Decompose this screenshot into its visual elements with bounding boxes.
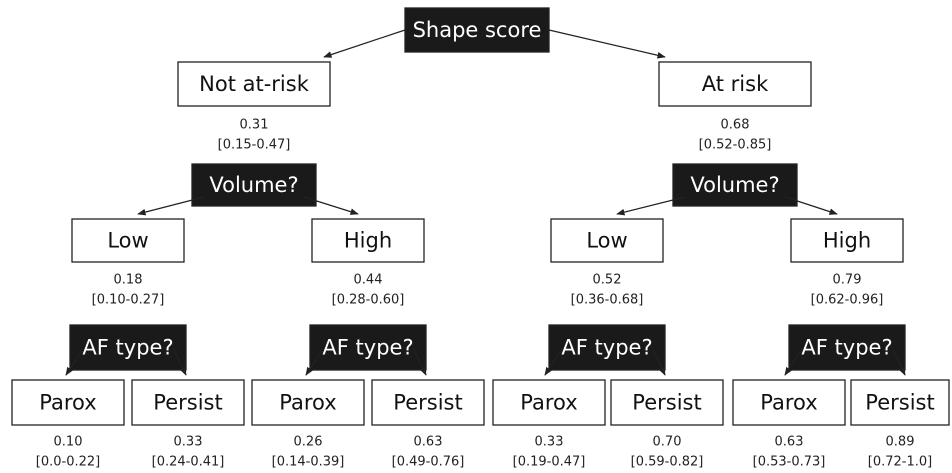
interval: [0.62-0.96] [811,293,884,308]
estimate: 0.26 [294,435,323,450]
branch-node-label: At risk [702,72,769,96]
leaf-node [371,379,485,426]
interval: [0.28-0.60] [332,293,405,308]
group-node [550,218,664,263]
branch-node [177,61,331,107]
leaf-node [732,379,846,426]
leaf-node [850,379,950,426]
interval: [0.19-0.47] [513,455,586,470]
interval: [0.15-0.47] [218,138,291,153]
estimate: 0.79 [833,273,862,288]
arrow [137,196,205,216]
leaf-node-label: Parox [760,391,817,415]
group-node-label: High [344,229,392,253]
leaf-node-label: Persist [153,391,222,415]
leaf-node-label: Persist [632,391,701,415]
split-node [548,324,666,371]
arrow [652,349,666,376]
arrow [303,196,359,215]
leaf-node [492,379,606,426]
estimate: 0.70 [653,435,682,450]
leaf-node [11,379,125,426]
estimate: 0.63 [775,435,804,450]
estimate: 0.68 [721,118,750,133]
interval: [0.53-0.73] [753,455,826,470]
interval: [0.14-0.39] [272,455,345,470]
split-node-label: AF type? [561,336,652,360]
estimate: 0.31 [240,118,269,133]
arrow [544,349,562,376]
arrow [784,196,838,215]
interval: [0.59-0.82] [631,455,704,470]
group-node-label: Low [586,229,627,253]
leaf-node-label: Persist [865,391,934,415]
leaf-node-label: Parox [520,391,577,415]
arrow [548,29,666,59]
arrow [323,29,406,58]
arrow [305,349,323,376]
estimate: 0.44 [354,273,383,288]
arrow [413,349,427,376]
split-node-label: AF type? [82,336,173,360]
arrow [616,196,686,216]
interval: [0.24-0.41] [152,455,225,470]
leaf-node-label: Parox [39,391,96,415]
interval: [0.10-0.27] [92,293,165,308]
root-node [404,7,550,53]
arrow [65,349,83,376]
split-node [309,324,427,371]
split-node-label: AF type? [322,336,413,360]
estimate: 0.33 [535,435,564,450]
leaf-node-label: Persist [393,391,462,415]
leaf-node [610,379,724,426]
estimate: 0.33 [174,435,203,450]
group-node-label: Low [107,229,148,253]
estimate: 0.52 [593,273,622,288]
arrow [784,349,802,376]
branch-node-label: Not at-risk [199,72,310,96]
arrow [892,349,906,376]
split-node-label: AF type? [801,336,892,360]
group-node [311,218,425,263]
split-node-label: Volume? [209,173,298,197]
leaf-node-label: Parox [279,391,336,415]
interval: [0.0-0.22] [36,455,100,470]
split-node [69,324,187,371]
group-node [790,218,904,263]
estimate: 0.89 [886,435,915,450]
interval: [0.52-0.85] [699,138,772,153]
root-node-label: Shape score [413,18,542,42]
split-node [191,163,317,207]
split-node-label: Volume? [690,173,779,197]
arrow [173,349,187,376]
leaf-node [251,379,365,426]
group-node-label: High [823,229,871,253]
split-node [788,324,906,371]
group-node [71,218,185,263]
interval: [0.72-1.0] [868,455,932,470]
interval: [0.49-0.76] [392,455,465,470]
estimate: 0.10 [54,435,83,450]
estimate: 0.18 [114,273,143,288]
estimate: 0.63 [414,435,443,450]
branch-node [658,61,812,107]
interval: [0.36-0.68] [571,293,644,308]
leaf-node [131,379,245,426]
split-node [672,163,798,207]
